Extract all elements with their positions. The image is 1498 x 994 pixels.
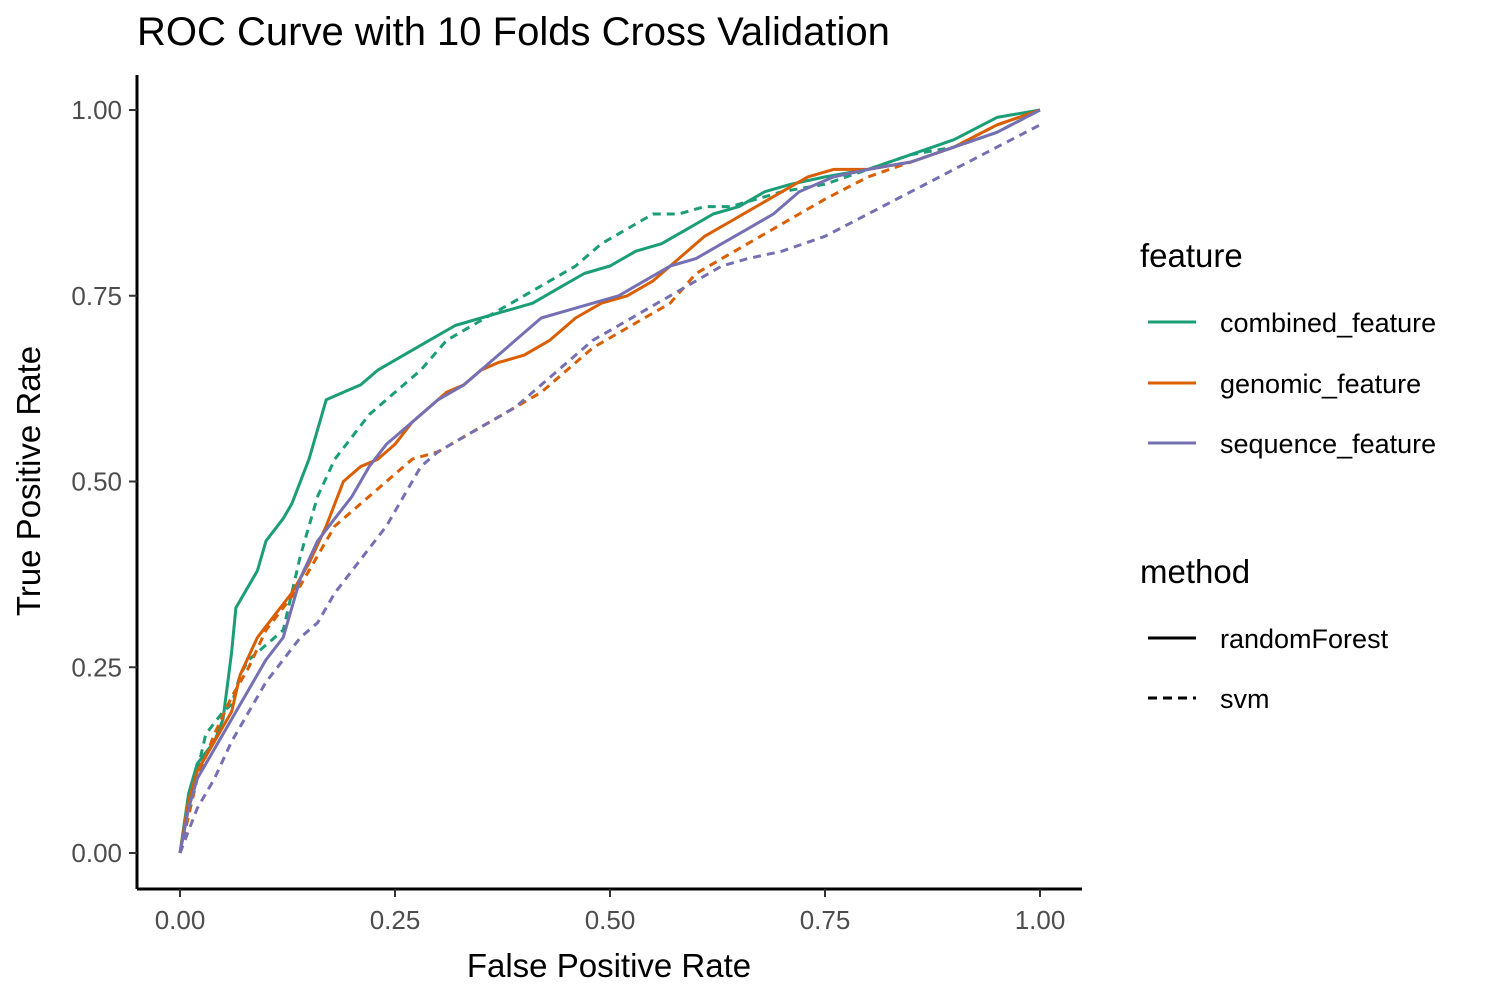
x-tick-label: 1.00 [1015, 905, 1066, 935]
series-line-sequence-feature-randomforest [178, 108, 1041, 854]
y-tick-label: 0.50 [71, 467, 122, 497]
legend: feature combined_feature genomic_feature… [1140, 237, 1436, 714]
y-ticks: 0.00 0.25 0.50 0.75 1.00 [71, 95, 137, 868]
series-line-genomic-feature-randomforest [178, 108, 1041, 854]
x-tick-label: 0.75 [800, 905, 851, 935]
y-tick-label: 1.00 [71, 95, 122, 125]
legend-label-svm: svm [1220, 684, 1270, 714]
x-ticks: 0.00 0.25 0.50 0.75 1.00 [155, 889, 1066, 935]
series-line-sequence-feature-svm [178, 123, 1041, 854]
legend-method-title: method [1140, 553, 1250, 590]
legend-feature-title: feature [1140, 237, 1243, 274]
plot-series [178, 108, 1041, 854]
x-tick-label: 0.50 [585, 905, 636, 935]
legend-label-combined-feature: combined_feature [1220, 308, 1436, 338]
legend-label-randomforest: randomForest [1220, 624, 1389, 654]
y-tick-label: 0.25 [71, 652, 122, 682]
series-line-genomic-feature-svm [178, 108, 1041, 854]
x-tick-label: 0.25 [370, 905, 421, 935]
x-tick-label: 0.00 [155, 905, 206, 935]
y-tick-label: 0.75 [71, 281, 122, 311]
legend-label-sequence-feature: sequence_feature [1220, 429, 1436, 459]
legend-label-genomic-feature: genomic_feature [1220, 369, 1421, 399]
x-axis-title: False Positive Rate [467, 947, 751, 984]
chart-title: ROC Curve with 10 Folds Cross Validation [137, 10, 890, 54]
y-tick-label: 0.00 [71, 838, 122, 868]
y-axis-title: True Positive Rate [10, 346, 47, 616]
series-line-combined-feature-randomforest [178, 108, 1041, 854]
series-line-combined-feature-svm [178, 108, 1041, 854]
